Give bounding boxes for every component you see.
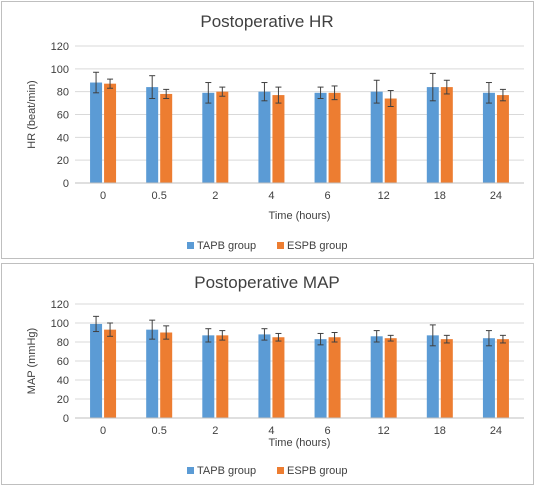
map-y-axis-label: MAP (mmHg) <box>26 328 38 394</box>
hr-bar-tapb <box>482 92 495 183</box>
map-y-tick-label: 60 <box>57 356 69 368</box>
hr-y-tick-label: 40 <box>57 132 69 144</box>
map-legend-swatch-tapb <box>187 467 194 474</box>
hr-bar-espb <box>496 95 509 183</box>
map-bar-espb <box>272 337 285 418</box>
hr-x-tick-label: 24 <box>490 190 502 202</box>
map-legend-swatch-espb <box>277 467 284 474</box>
map-y-tick-label: 120 <box>51 299 69 311</box>
map-x-axis-label: Time (hours) <box>269 437 331 449</box>
hr-x-tick-label: 4 <box>268 190 274 202</box>
map-bar-tapb <box>202 335 215 418</box>
map-bar-tapb <box>370 336 383 418</box>
hr-bar-espb <box>440 87 453 183</box>
map-y-tick-label: 80 <box>57 337 69 349</box>
hr-legend-swatch-tapb <box>187 242 194 249</box>
map-x-tick-label: 6 <box>325 425 331 437</box>
hr-bar-tapb <box>146 87 159 183</box>
map-bar-tapb <box>482 338 495 418</box>
map-bar-espb <box>440 339 453 418</box>
map-y-tick-label: 40 <box>57 375 69 387</box>
map-y-tick-label: 20 <box>57 394 69 406</box>
hr-bar-tapb <box>426 87 439 183</box>
map-x-tick-label: 18 <box>434 425 446 437</box>
hr-bar-espb <box>272 95 285 183</box>
hr-chart-panel: Postoperative HR 0 20 40 60 80 100 120 0 0.5 2 4 6 12… <box>1 1 534 259</box>
hr-bar-tapb <box>258 91 271 183</box>
hr-x-tick-label: 2 <box>212 190 218 202</box>
hr-bar-espb <box>160 93 173 183</box>
map-legend-label-espb: ESPB group <box>287 465 348 477</box>
hr-bar-espb <box>328 92 341 183</box>
map-x-tick-label: 12 <box>378 425 390 437</box>
map-chart-title: Postoperative MAP <box>194 273 340 292</box>
hr-bar-tapb <box>202 92 215 183</box>
hr-bar-espb <box>216 91 229 183</box>
map-bar-tapb <box>314 339 327 418</box>
map-bar-espb <box>384 338 397 418</box>
hr-chart-title: Postoperative HR <box>200 12 333 31</box>
hr-y-tick-label: 100 <box>51 64 69 76</box>
map-bar-espb <box>496 339 509 418</box>
map-x-tick-label: 24 <box>490 425 502 437</box>
map-y-tick-label: 100 <box>51 318 69 330</box>
hr-x-tick-label: 0 <box>100 190 106 202</box>
hr-x-tick-label: 6 <box>325 190 331 202</box>
map-bar-espb <box>104 329 117 418</box>
map-x-tick-label: 0.5 <box>152 425 167 437</box>
map-bar-tapb <box>146 329 159 418</box>
map-x-tick-label: 0 <box>100 425 106 437</box>
map-chart-panel: Postoperative MAP 0 20 40 60 80 100 120 0 0.5 2 4 6 1… <box>1 263 534 485</box>
map-bar-espb <box>216 335 229 418</box>
hr-bar-espb <box>384 98 397 183</box>
hr-bar-tapb <box>90 82 103 183</box>
hr-x-axis-label: Time (hours) <box>269 210 331 222</box>
map-bar-tapb <box>426 335 439 418</box>
map-legend-label-tapb: TAPB group <box>197 465 256 477</box>
map-x-tick-label: 2 <box>212 425 218 437</box>
map-bar-espb <box>328 337 341 418</box>
hr-legend-label-tapb: TAPB group <box>197 240 256 252</box>
map-bar-tapb <box>258 334 271 418</box>
hr-legend-swatch-espb <box>277 242 284 249</box>
map-x-tick-label: 4 <box>268 425 274 437</box>
hr-legend-label-espb: ESPB group <box>287 240 348 252</box>
hr-bar-tapb <box>370 91 383 183</box>
map-y-tick-label: 0 <box>63 413 69 425</box>
hr-y-tick-label: 20 <box>57 155 69 167</box>
hr-y-axis-label: HR (beat/min) <box>26 80 38 148</box>
hr-bar-tapb <box>314 92 327 183</box>
hr-y-tick-label: 80 <box>57 87 69 99</box>
map-bar-tapb <box>90 323 103 418</box>
hr-x-tick-label: 12 <box>378 190 390 202</box>
hr-y-tick-label: 120 <box>51 41 69 53</box>
hr-x-tick-label: 18 <box>434 190 446 202</box>
hr-x-tick-label: 0.5 <box>152 190 167 202</box>
hr-bar-espb <box>104 83 117 183</box>
hr-y-tick-label: 0 <box>63 178 69 190</box>
map-bar-espb <box>160 332 173 418</box>
hr-y-tick-label: 60 <box>57 110 69 122</box>
